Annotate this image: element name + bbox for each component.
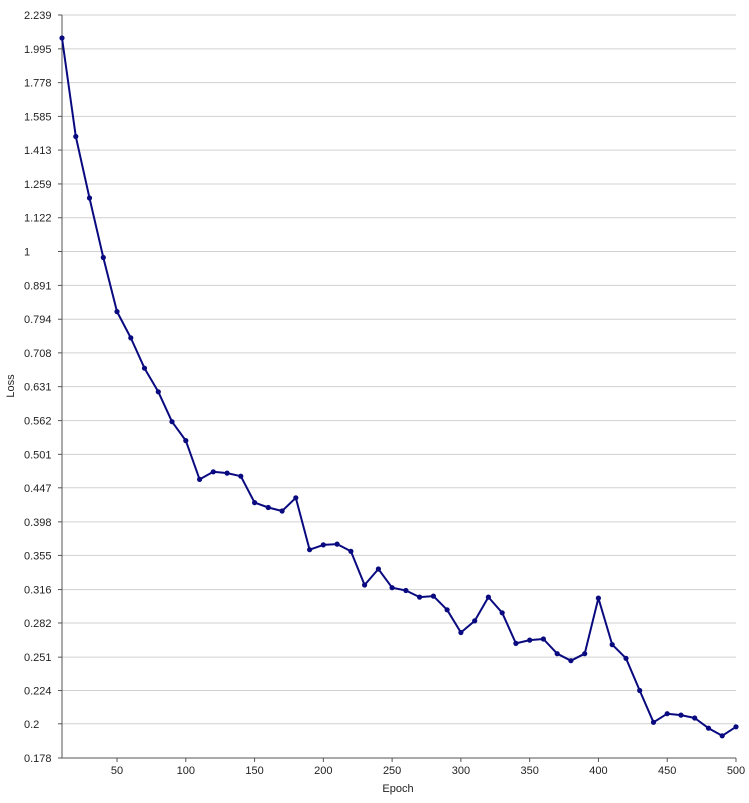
data-point: [375, 566, 381, 572]
data-point: [128, 335, 134, 341]
y-tick-label: 0.282: [24, 618, 52, 630]
data-point: [705, 725, 712, 731]
y-tick-label: 0.891: [24, 280, 52, 292]
x-tick-label: 450: [658, 765, 676, 777]
y-tick-label: 0.708: [24, 348, 52, 360]
data-point: [595, 595, 602, 601]
data-point: [100, 254, 106, 261]
x-tick-label: 500: [727, 765, 745, 777]
data-point: [403, 587, 409, 594]
data-point: [73, 133, 79, 140]
y-tick-label: 0.224: [24, 686, 52, 698]
data-point: [719, 733, 725, 739]
y-tick-label: 0.631: [24, 382, 52, 394]
data-point: [444, 607, 450, 613]
data-point: [197, 476, 203, 482]
data-point: [623, 655, 629, 661]
x-tick-label: 350: [520, 765, 538, 777]
y-tick-label: 1.585: [24, 111, 52, 123]
data-point: [430, 593, 436, 599]
data-point: [114, 309, 120, 315]
y-tick-label: 1.995: [24, 44, 52, 56]
data-point: [307, 547, 313, 553]
data-point: [692, 715, 698, 721]
data-point: [458, 629, 464, 636]
x-axis-title: Epoch: [382, 783, 413, 795]
x-tick-label: 150: [245, 765, 263, 777]
x-tick-label: 300: [452, 765, 470, 777]
y-tick-label: 0.447: [24, 483, 52, 495]
data-point: [485, 594, 491, 600]
y-tick-label: 0.562: [24, 416, 52, 428]
axes: [58, 14, 737, 762]
data-point: [499, 610, 505, 616]
y-tick-label: 0.398: [24, 517, 52, 529]
data-point: [637, 687, 643, 694]
x-tick-labels: 50 100 150 200 250 300 350 400 450 500: [111, 765, 745, 777]
data-point: [362, 582, 368, 588]
y-tick-label: 1.413: [24, 145, 52, 157]
data-point: [334, 541, 340, 547]
data-point: [733, 724, 739, 730]
data-point: [348, 548, 354, 554]
data-point: [86, 195, 93, 201]
data-point: [609, 642, 615, 648]
y-tick-label: 0.178: [24, 753, 52, 765]
data-point: [678, 712, 684, 718]
data-point: [293, 495, 299, 501]
y-tick-label: 0.501: [24, 449, 52, 461]
data-point: [210, 469, 216, 475]
data-point: [582, 651, 588, 657]
series-line: [61, 37, 737, 737]
x-tick-label: 100: [177, 765, 195, 777]
data-point: [417, 594, 423, 600]
y-tick-label: 2.239: [24, 10, 52, 22]
data-point: [527, 637, 533, 643]
data-point: [513, 640, 519, 647]
series-group: [59, 35, 739, 739]
y-tick-label: 0.794: [24, 314, 52, 326]
y-tick-label: 0.355: [24, 550, 52, 562]
data-point: [141, 365, 148, 371]
data-point: [224, 470, 230, 476]
data-point: [568, 658, 574, 664]
y-tick-label: 1.778: [24, 78, 52, 90]
data-point: [472, 618, 478, 624]
data-point: [320, 542, 326, 548]
data-point: [650, 719, 657, 725]
y-tick-labels: 0.178 0.2 0.224 0.251 0.282 0.316 0.355 0.398 0.…: [24, 10, 52, 765]
y-axis-title: Loss: [5, 374, 17, 398]
y-tick-label: 1.122: [24, 213, 52, 225]
x-tick-label: 250: [383, 765, 401, 777]
y-tick-label: 0.316: [24, 585, 52, 597]
data-point: [279, 508, 285, 514]
data-point: [59, 35, 65, 41]
data-point: [155, 389, 161, 395]
data-point: [664, 711, 670, 717]
y-tick-label: 1.259: [24, 179, 52, 191]
y-tick-label: 1: [24, 247, 30, 259]
data-point: [169, 419, 175, 425]
y-tick-label: 0.251: [24, 652, 52, 664]
data-point: [554, 651, 560, 657]
data-point: [265, 504, 271, 511]
data-point: [389, 585, 395, 591]
x-tick-label: 50: [111, 765, 123, 777]
x-tick-label: 200: [314, 765, 332, 777]
y-tick-label: 0.2: [24, 719, 39, 731]
x-tick-label: 400: [589, 765, 607, 777]
data-point: [183, 438, 189, 444]
data-point: [252, 500, 258, 506]
data-point: [238, 473, 244, 479]
data-point: [540, 636, 547, 642]
